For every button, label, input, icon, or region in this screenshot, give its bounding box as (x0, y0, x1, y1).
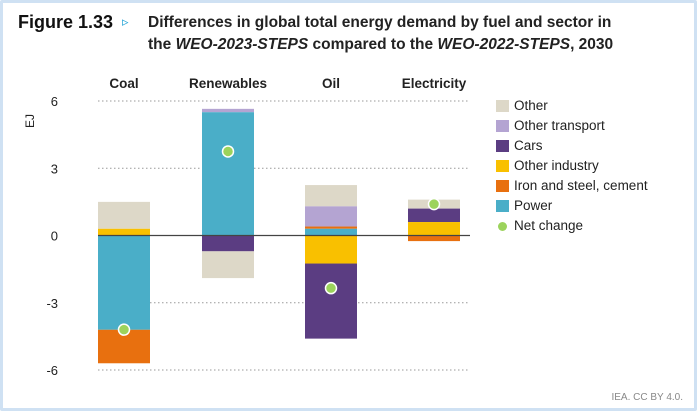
bar-segment (408, 208, 460, 223)
legend-label: Other (514, 98, 548, 113)
legend-swatch-icon (496, 140, 509, 152)
figure-number: Figure 1.33 (18, 12, 114, 32)
title-suffix: , 2030 (570, 36, 614, 53)
legend-label: Power (514, 198, 553, 213)
title-prefix: the (148, 36, 176, 53)
title-scenario-2022: WEO-2022-STEPS (437, 36, 571, 53)
category-label: Coal (109, 76, 138, 91)
legend-dot-icon (498, 222, 507, 231)
y-tick-label: 3 (51, 161, 58, 176)
legend-label: Other transport (514, 118, 605, 133)
legend-swatch-icon (496, 100, 509, 112)
legend-label: Iron and steel, cement (514, 178, 648, 193)
y-tick-label: -6 (46, 363, 58, 378)
category-label: Renewables (189, 76, 267, 91)
bar-segment (98, 235, 150, 330)
net-change-marker (117, 323, 131, 336)
bar-segment (305, 263, 357, 339)
figure-arrow-icon: ▹ (122, 14, 129, 29)
legend-swatch-icon (496, 180, 509, 192)
y-axis-label: EJ (23, 114, 37, 128)
legend-swatch-icon (496, 160, 509, 172)
bar-segment (305, 235, 357, 264)
figure-title-line1: Differences in global total energy deman… (148, 14, 612, 31)
bar-segment (305, 226, 357, 229)
legend-label: Net change (514, 218, 584, 233)
legend-label: Other industry (514, 158, 599, 173)
title-scenario-2023: WEO-2023-STEPS (175, 36, 309, 53)
legend-label: Cars (514, 138, 543, 153)
legend-swatch-icon (496, 200, 509, 212)
bar-segment (98, 228, 150, 236)
title-mid: compared to the (308, 36, 438, 53)
bar-segment (408, 222, 460, 236)
bar-segment (98, 201, 150, 229)
net-change-marker (324, 281, 338, 295)
net-change-marker (221, 145, 235, 158)
bar-segment (408, 235, 460, 242)
legend-swatch-icon (496, 120, 509, 132)
bar-segment (305, 206, 357, 227)
bar-segment (202, 235, 254, 252)
bar-segment (305, 185, 357, 207)
credit-text: IEA. CC BY 4.0. (611, 392, 683, 403)
y-tick-label: 0 (51, 229, 58, 244)
bar-segment (202, 112, 254, 236)
net-change-marker (427, 197, 441, 211)
category-label: Oil (322, 76, 340, 91)
y-tick-label: -3 (46, 296, 58, 311)
category-label: Electricity (402, 76, 467, 91)
figure-title: Differences in global total energy deman… (148, 12, 688, 56)
figure-title-line2: the WEO-2023-STEPS compared to the WEO-2… (148, 34, 688, 56)
bar-segment (305, 228, 357, 236)
bar-segment (202, 108, 254, 113)
y-tick-label: 6 (51, 94, 58, 109)
bar-segment (202, 251, 254, 279)
